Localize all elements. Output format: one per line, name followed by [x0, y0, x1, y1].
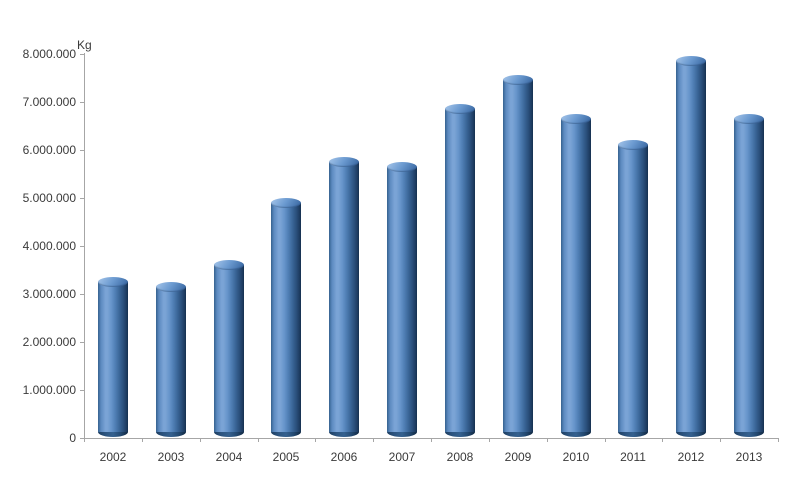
y-axis-tick [80, 438, 85, 439]
bar-top-cap [734, 113, 764, 124]
x-axis-label-2009: 2009 [504, 450, 532, 464]
bar-top-cap [387, 161, 417, 172]
y-axis-tick [80, 342, 85, 343]
x-axis-tick [258, 438, 259, 442]
bar-2010 [561, 113, 591, 437]
y-axis-tick-label: 4.000.000 [22, 238, 76, 253]
x-axis-tick [489, 438, 490, 442]
x-axis-tick [605, 438, 606, 442]
bar-bottom-cap [156, 427, 186, 437]
bar-2011 [618, 139, 648, 437]
x-axis-tick [778, 438, 779, 442]
bar-body [503, 80, 533, 432]
bar-body [98, 281, 128, 432]
bar-top-cap [618, 139, 648, 150]
y-axis-tick [80, 294, 85, 295]
x-axis-label-2002: 2002 [99, 450, 127, 464]
bar-body [271, 202, 301, 432]
bar-body [676, 60, 706, 432]
x-axis-label-2005: 2005 [272, 450, 300, 464]
x-axis-tick [142, 438, 143, 442]
x-axis-label-2011: 2011 [620, 450, 646, 464]
bar-bottom-cap [561, 427, 591, 437]
bar-bottom-cap [503, 426, 533, 437]
y-axis-tick-label: 1.000.000 [22, 382, 76, 397]
bar-bottom-cap [618, 426, 648, 437]
bar-2005 [271, 197, 301, 437]
x-axis-tick [662, 438, 663, 442]
y-axis-tick [80, 102, 85, 103]
bar-top-cap [329, 156, 359, 167]
bar-body [329, 161, 359, 432]
bar-top-cap [214, 259, 244, 270]
x-axis-label-2012: 2012 [677, 450, 705, 464]
y-axis-tick-label: 2.000.000 [22, 334, 76, 349]
x-axis-label-2004: 2004 [215, 450, 243, 464]
bar-top-cap [156, 281, 186, 292]
bar-body [734, 118, 764, 432]
x-axis-label-2013: 2013 [735, 450, 763, 464]
bar-top-cap [271, 197, 301, 208]
bar-2009 [503, 75, 533, 437]
y-axis-tick [80, 198, 85, 199]
y-axis-tick [80, 150, 85, 151]
bar-body [561, 118, 591, 432]
y-axis-tick [80, 390, 85, 391]
bar-bottom-cap [214, 426, 244, 437]
bar-body [618, 144, 648, 432]
x-axis-tick [720, 438, 721, 442]
x-axis-tick [547, 438, 548, 442]
bar-2008 [445, 103, 475, 437]
bar-bottom-cap [387, 427, 417, 437]
bar-2013 [734, 113, 764, 437]
y-axis-tick-label: 3.000.000 [22, 286, 76, 301]
y-axis-tick-label: 8.000.000 [22, 46, 76, 61]
bar-top-cap [503, 75, 533, 86]
x-axis-tick [84, 438, 85, 442]
y-axis-tick-label: 5.000.000 [22, 190, 76, 205]
x-axis-tick [315, 438, 316, 442]
bar-2007 [387, 161, 417, 437]
x-axis-label-2006: 2006 [330, 450, 358, 464]
y-axis-tick [80, 246, 85, 247]
y-axis-line [84, 53, 85, 438]
y-axis-tick-label: 6.000.000 [22, 142, 76, 157]
y-axis-tick-label: 7.000.000 [22, 94, 76, 109]
bar-2006 [329, 156, 359, 437]
bar-bottom-cap [98, 426, 128, 437]
y-axis-tick [80, 54, 85, 55]
bar-body [214, 264, 244, 432]
bar-body [156, 286, 186, 432]
bar-bottom-cap [271, 427, 301, 437]
bar-top-cap [98, 276, 128, 287]
bar-2002 [98, 276, 128, 437]
y-axis-unit-label: Kg [77, 38, 92, 52]
x-axis-label-2010: 2010 [562, 450, 590, 464]
x-axis-label-2003: 2003 [157, 450, 185, 464]
bar-2004 [214, 259, 244, 437]
x-axis-tick [373, 438, 374, 442]
x-axis-label-2007: 2007 [388, 450, 416, 464]
bar-top-cap [561, 113, 591, 124]
bar-bottom-cap [676, 426, 706, 437]
bar-bottom-cap [329, 426, 359, 437]
bar-2003 [156, 281, 186, 437]
x-axis-tick [431, 438, 432, 442]
bar-2012 [676, 55, 706, 437]
bar-top-cap [445, 103, 475, 114]
y-axis-tick-label: 0 [69, 430, 76, 445]
bar-bottom-cap [734, 427, 764, 437]
x-axis-label-2008: 2008 [446, 450, 474, 464]
x-axis-tick [200, 438, 201, 442]
bar-body [387, 166, 417, 432]
bar-bottom-cap [445, 426, 475, 437]
bar-top-cap [676, 55, 706, 66]
bar-body [445, 108, 475, 432]
